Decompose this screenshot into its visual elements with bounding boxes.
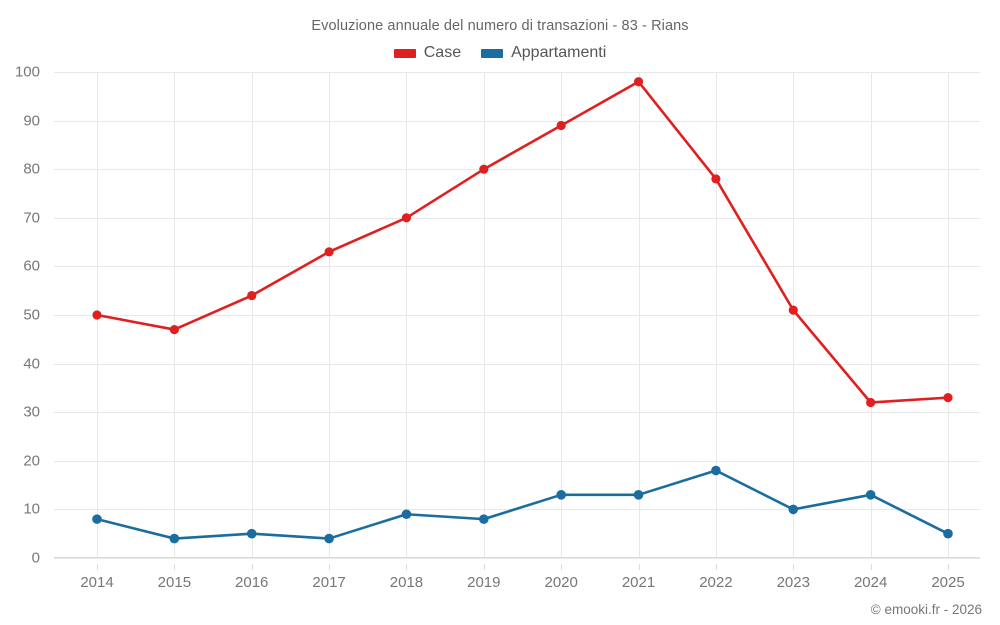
data-point[interactable] [711, 174, 721, 184]
x-axis-tick-label: 2020 [544, 574, 578, 591]
data-point[interactable] [401, 213, 412, 223]
data-point[interactable] [866, 397, 876, 408]
gridline-vertical [174, 72, 176, 558]
y-axis-tick-label: 100 [14, 63, 40, 81]
data-point[interactable] [169, 533, 180, 544]
data-point[interactable] [865, 490, 876, 500]
x-axis-tick-label: 2016 [235, 574, 269, 591]
legend-item-case[interactable]: Case [393, 44, 462, 62]
series-line-appartamenti [95, 469, 950, 540]
data-point[interactable] [246, 528, 257, 539]
gridline-horizontal [54, 460, 980, 462]
data-point[interactable] [324, 247, 334, 257]
x-axis-tick-mark [870, 564, 872, 570]
x-axis-tick-mark [715, 564, 717, 570]
legend-swatch-case-icon [393, 48, 416, 58]
series-line-case [95, 80, 950, 404]
y-axis-tick-label: 80 [23, 160, 40, 178]
x-axis-tick-label: 2022 [699, 574, 733, 591]
data-point[interactable] [479, 164, 489, 174]
x-axis-tick-mark [251, 564, 253, 570]
gridline-vertical [793, 72, 795, 558]
gridline-vertical [406, 72, 408, 558]
x-axis-tick-label: 2017 [312, 574, 346, 591]
legend-label-case: Case [423, 44, 462, 61]
gridline-vertical [483, 72, 485, 558]
legend-item-appartamenti[interactable]: Appartamenti [481, 44, 606, 62]
gridline-horizontal [54, 558, 980, 559]
data-point[interactable] [788, 504, 799, 515]
data-point[interactable] [556, 120, 566, 131]
data-point[interactable] [169, 324, 179, 335]
x-axis-tick-mark [483, 564, 485, 570]
data-point[interactable] [92, 514, 102, 524]
y-axis-tick-label: 20 [23, 452, 40, 470]
x-axis-baseline [54, 557, 980, 558]
gridline-horizontal [54, 315, 980, 316]
gridline-horizontal [54, 169, 980, 171]
x-axis-tick-label: 2024 [853, 574, 888, 591]
gridline-horizontal [54, 72, 980, 73]
legend-label-appartamenti: Appartamenti [511, 44, 607, 61]
x-axis-tick-label: 2015 [157, 574, 192, 591]
x-axis-tick-mark [329, 564, 331, 570]
x-axis-tick-label: 2025 [931, 574, 965, 591]
gridline-horizontal [54, 217, 980, 219]
gridline-vertical [870, 72, 872, 558]
x-axis-tick-label: 2023 [776, 574, 810, 591]
gridline-vertical [329, 72, 331, 558]
data-point[interactable] [788, 305, 798, 315]
data-point[interactable] [711, 465, 721, 476]
y-axis-tick-label: 90 [23, 112, 40, 130]
gridline-vertical [561, 72, 563, 558]
gridline-horizontal [54, 120, 980, 122]
data-point[interactable] [943, 528, 953, 539]
x-axis-tick-mark [561, 564, 563, 570]
y-axis-tick-label: 40 [23, 355, 40, 373]
legend-swatch-appartamenti-icon [481, 48, 504, 58]
footer-credit: © emooki.fr - 2026 [870, 602, 982, 617]
y-axis-tick-label: 10 [23, 500, 40, 518]
x-axis-tick-label: 2021 [621, 574, 656, 591]
y-axis-tick-label: 60 [23, 257, 40, 275]
data-point[interactable] [247, 290, 257, 301]
gridline-vertical [638, 72, 640, 558]
y-axis-tick-label: 50 [23, 306, 40, 324]
data-point[interactable] [633, 490, 644, 500]
x-axis-tick-mark [638, 564, 640, 570]
x-axis-tick-mark [793, 564, 795, 570]
x-axis-labels: 2014 2015 2016 2017 2018 2019 2020 2021 2022 2023… [54, 564, 980, 591]
plot-area [54, 72, 980, 559]
data-point[interactable] [479, 514, 489, 524]
gridline-vertical [948, 72, 949, 558]
gridline-vertical [715, 72, 717, 558]
gridline-horizontal [54, 266, 980, 268]
y-axis-tick-label: 30 [23, 403, 40, 421]
chart-legend: Case Appartamenti [0, 44, 1000, 62]
x-axis-tick-label: 2014 [80, 574, 114, 591]
data-point[interactable] [92, 310, 102, 320]
series-layer [92, 77, 953, 544]
data-point[interactable] [556, 490, 566, 500]
gridline-horizontal [54, 363, 980, 365]
data-point[interactable] [401, 509, 412, 520]
gridline-horizontal [54, 412, 980, 414]
data-point[interactable] [324, 533, 334, 544]
gridline-vertical [251, 72, 253, 558]
data-point[interactable] [633, 77, 644, 87]
y-axis-labels: 0 10 20 30 40 50 60 70 80 90 100 [0, 64, 46, 567]
chart-title: Evoluzione annuale del numero di transaz… [311, 18, 689, 34]
x-axis-tick-mark [948, 564, 949, 570]
x-axis-tick-mark [406, 564, 408, 570]
x-axis-tick-mark [174, 564, 176, 570]
y-axis-tick-label: 0 [31, 549, 40, 567]
y-axis-tick-label: 70 [23, 209, 40, 227]
x-axis-tick-label: 2019 [467, 574, 501, 591]
x-axis-tick-label: 2018 [389, 574, 424, 591]
data-point[interactable] [943, 393, 953, 403]
x-axis-tick-mark [97, 564, 98, 570]
